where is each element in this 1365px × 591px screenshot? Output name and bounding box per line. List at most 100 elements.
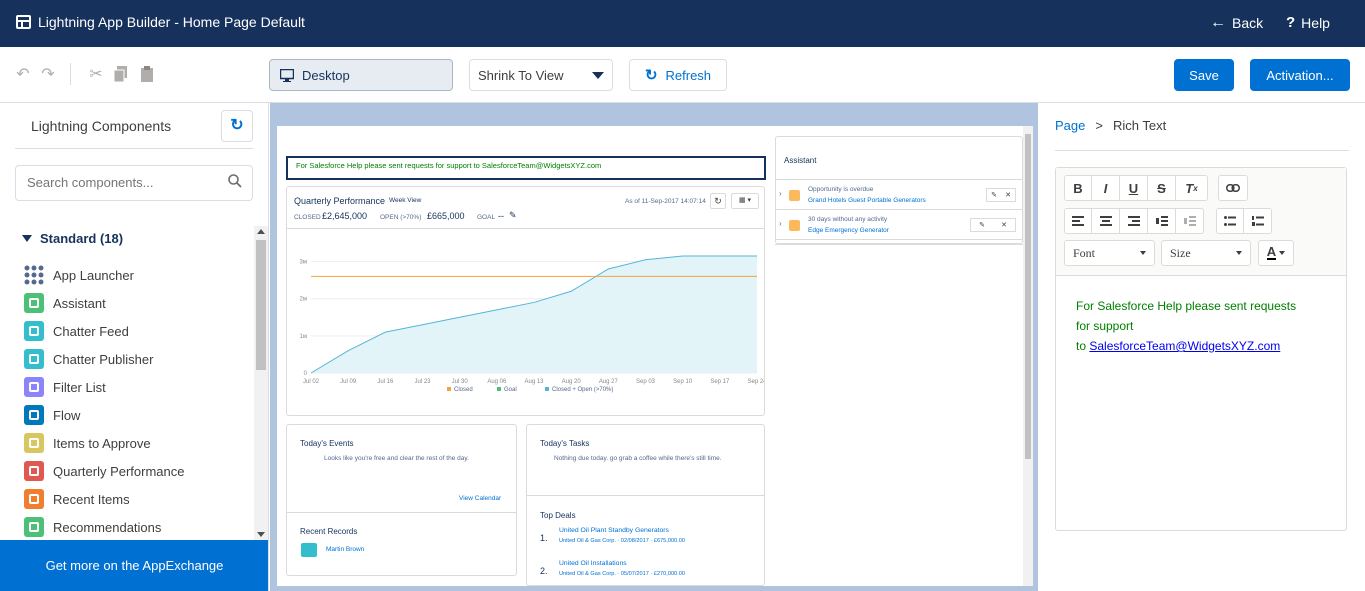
align-center-icon[interactable] — [1092, 208, 1120, 234]
view-select[interactable]: Shrink To View — [469, 59, 613, 91]
scroll-up-icon[interactable] — [257, 229, 265, 234]
outdent-icon[interactable] — [1176, 208, 1204, 234]
strikethrough-icon[interactable]: S — [1148, 175, 1176, 201]
back-button[interactable]: ← Back — [1210, 14, 1264, 31]
indent-icon[interactable] — [1148, 208, 1176, 234]
app-builder-icon — [16, 15, 31, 29]
component-chatter-feed[interactable]: Chatter Feed — [24, 320, 129, 342]
x-tick-label: Jul 09 — [340, 379, 357, 385]
assistant-item-title: 30 days without any activity — [808, 216, 888, 223]
scrollbar-thumb[interactable] — [1025, 134, 1031, 459]
align-right-icon[interactable] — [1120, 208, 1148, 234]
numbered-list-icon[interactable] — [1244, 208, 1272, 234]
deal-item[interactable]: 2. United Oil Installations United Oil & G… — [540, 560, 760, 586]
assistant-card[interactable]: Assistant › Opportunity is overdue Grand H… — [775, 136, 1023, 244]
opportunity-icon — [789, 190, 800, 201]
assistant-item-actions[interactable]: ✎ ✕ — [970, 218, 1016, 232]
deal-item[interactable]: 1. United Oil Plant Standby Generators Uni… — [540, 527, 760, 555]
qp-view: Week View — [389, 197, 422, 204]
component-chatter-publisher[interactable]: Chatter Publisher — [24, 348, 153, 370]
edit-goal-icon[interactable]: ✎ — [509, 210, 517, 220]
align-group — [1064, 208, 1204, 234]
deal-name-link[interactable]: United Oil Installations — [559, 560, 627, 567]
divider — [1055, 150, 1349, 151]
component-app-launcher[interactable]: App Launcher — [24, 264, 134, 286]
qp-asof: As of 11-Sep-2017 14:07:14 — [625, 198, 706, 205]
component-quarterly-performance[interactable]: Quarterly Performance — [24, 460, 185, 482]
recent-record-link[interactable]: Martin Brown — [326, 546, 365, 553]
search-field[interactable] — [27, 166, 227, 198]
close-icon[interactable]: ✕ — [1005, 192, 1011, 199]
scrollbar[interactable] — [254, 226, 268, 540]
appexchange-button[interactable]: Get more on the AppExchange — [0, 540, 268, 591]
align-left-icon[interactable] — [1064, 208, 1092, 234]
edit-icon[interactable]: ✎ — [991, 192, 997, 199]
refresh-icon: ↻ — [644, 67, 658, 84]
copy-icon[interactable] — [112, 66, 130, 84]
y-tick-label: 0 — [304, 371, 308, 377]
link-icon[interactable] — [1218, 175, 1248, 201]
breadcrumb-page-link[interactable]: Page — [1055, 118, 1086, 133]
refresh-components-button[interactable]: ↻ — [221, 110, 253, 142]
caret-down-icon — [1236, 251, 1242, 255]
italic-icon[interactable]: I — [1092, 175, 1120, 201]
redo-icon[interactable]: ↷ — [41, 66, 55, 83]
component-assistant[interactable]: Assistant — [24, 292, 106, 314]
underline-icon[interactable]: U — [1120, 175, 1148, 201]
bullet-list-icon[interactable] — [1216, 208, 1244, 234]
assistant-item-link[interactable]: Edge Emergency Generator — [808, 227, 889, 234]
component-filter-list[interactable]: Filter List — [24, 376, 106, 398]
x-tick-label: Sep 03 — [636, 379, 656, 385]
scrollbar-thumb[interactable] — [256, 240, 266, 370]
events-card[interactable]: Today's Events Looks like you're free an… — [286, 424, 517, 576]
cut-icon[interactable]: ✂ — [89, 66, 103, 83]
assistant-item[interactable]: › Opportunity is overdue Grand Hotels Gues… — [776, 182, 1022, 210]
components-panel: Lightning Components ↻ Standard (18) App… — [0, 103, 269, 591]
email-link[interactable]: SalesforceTeam@WidgetsXYZ.com — [1089, 339, 1281, 353]
chevron-right-icon[interactable]: › — [779, 219, 782, 228]
deal-name-link[interactable]: United Oil Plant Standby Generators — [559, 527, 669, 534]
help-button[interactable]: ? Help — [1286, 14, 1330, 31]
save-button[interactable]: Save — [1174, 59, 1234, 91]
caret-down-icon — [1140, 251, 1146, 255]
qp-calendar-button[interactable]: ▦ ▾ — [731, 193, 759, 209]
size-select[interactable]: Size — [1161, 240, 1251, 266]
search-input[interactable] — [15, 165, 253, 201]
bold-icon[interactable]: B — [1064, 175, 1092, 201]
assistant-item-link[interactable]: Grand Hotels Guest Portable Generators — [808, 197, 926, 204]
close-icon[interactable]: ✕ — [1001, 222, 1007, 229]
edit-icon[interactable]: ✎ — [979, 222, 985, 229]
qp-refresh-button[interactable]: ↻ — [710, 193, 726, 209]
refresh-button[interactable]: ↻ Refresh — [629, 59, 727, 91]
editor-content[interactable]: For Salesforce Help please sent requests… — [1076, 299, 1297, 353]
qp-title: Quarterly Performance — [294, 196, 386, 206]
component-recommendations[interactable]: Recommendations — [24, 516, 161, 538]
component-recent-items[interactable]: Recent Items — [24, 488, 130, 510]
assistant-title: Assistant — [784, 156, 817, 165]
activation-button[interactable]: Activation... — [1250, 59, 1350, 91]
qp-goal-label: GOAL — [477, 214, 496, 221]
scroll-down-icon[interactable] — [257, 532, 265, 537]
device-desktop-button[interactable]: Desktop — [269, 59, 453, 91]
assistant-item-actions[interactable]: ✎ ✕ — [986, 188, 1016, 202]
quarterly-performance-card[interactable]: Quarterly Performance Week View As of 11… — [286, 186, 765, 416]
undo-icon[interactable]: ↶ — [16, 66, 30, 83]
y-tick-label: 3м — [300, 260, 307, 266]
chevron-right-icon[interactable]: › — [779, 189, 782, 198]
rich-text-component[interactable]: For Salesforce Help please sent requests… — [286, 156, 766, 180]
component-items-to-approve[interactable]: Items to Approve — [24, 432, 151, 454]
deal-number: 1. — [540, 533, 548, 543]
component-flow[interactable]: Flow — [24, 404, 80, 426]
view-calendar-link[interactable]: View Calendar — [459, 495, 502, 502]
standard-section-toggle[interactable]: Standard (18) — [22, 231, 123, 246]
canvas-scrollbar[interactable] — [1023, 126, 1033, 586]
assistant-item[interactable]: › 30 days without any activity Edge Emerge… — [776, 212, 1022, 240]
tasks-card[interactable]: Today's Tasks Nothing due today. go grab… — [526, 424, 765, 586]
font-select[interactable]: Font — [1064, 240, 1155, 266]
paste-icon[interactable] — [138, 66, 156, 84]
divider — [527, 495, 764, 496]
text-color-button[interactable]: A — [1258, 240, 1294, 266]
